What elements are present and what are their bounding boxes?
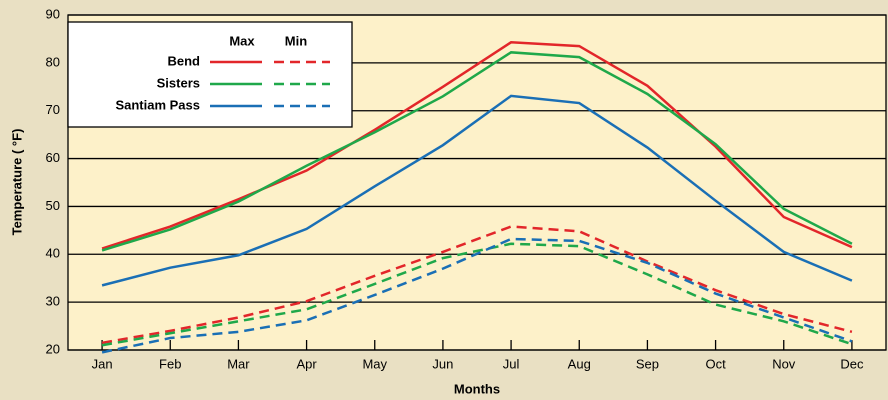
y-axis-title: Temperature ( °F) (9, 129, 24, 236)
line-max (101, 94, 853, 287)
y-tick-label: 20 (46, 341, 60, 356)
y-tick-label: 90 (46, 6, 60, 21)
line-max (101, 41, 853, 250)
y-tick-label: 40 (46, 246, 60, 261)
x-tick-label: Sep (636, 356, 659, 371)
line-max (101, 51, 853, 252)
legend-label: Santiam Pass (115, 97, 200, 112)
y-tick-label: 60 (46, 150, 60, 165)
y-tick-label: 30 (46, 294, 60, 309)
x-tick-label: Oct (705, 356, 726, 371)
x-tick-label: Jun (432, 356, 453, 371)
x-tick-label: Jan (92, 356, 113, 371)
legend-column: Max (229, 33, 255, 48)
y-tick-label: 70 (46, 102, 60, 117)
plot-border (67, 14, 887, 351)
line-min (101, 242, 853, 347)
legend-column: Min (285, 33, 307, 48)
x-axis-title: Months (454, 381, 500, 396)
legend-label: Sisters (157, 75, 200, 90)
legend-box (67, 21, 353, 128)
x-tick-label: Nov (772, 356, 796, 371)
x-tick-label: Aug (568, 356, 591, 371)
y-tick-label: 50 (46, 198, 60, 213)
line-min (101, 237, 853, 354)
x-tick-label: Dec (840, 356, 864, 371)
x-tick-label: Apr (296, 356, 317, 371)
line-min (101, 225, 853, 345)
x-tick-label: May (362, 356, 387, 371)
x-tick-label: Mar (227, 356, 250, 371)
y-tick-label: 80 (46, 54, 60, 69)
x-tick-label: Feb (159, 356, 181, 371)
legend-label: Bend (168, 53, 201, 68)
x-tick-label: Jul (503, 356, 520, 371)
